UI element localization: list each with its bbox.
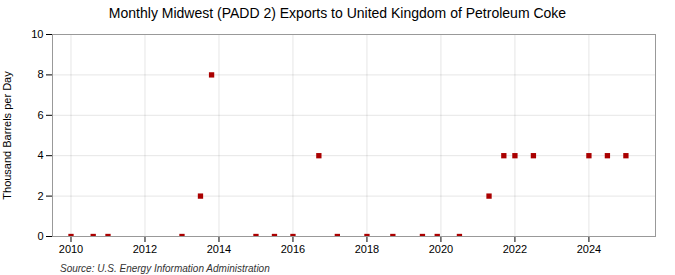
svg-text:2020: 2020 xyxy=(429,243,453,255)
svg-text:2010: 2010 xyxy=(59,243,83,255)
svg-text:0: 0 xyxy=(37,230,43,242)
svg-text:2016: 2016 xyxy=(281,243,305,255)
svg-text:2022: 2022 xyxy=(503,243,527,255)
html-text:Monthly Midwest (PADD 2) Expor: Monthly Midwest (PADD 2) Exports to Unit… xyxy=(108,5,567,21)
svg-text:2018: 2018 xyxy=(355,243,379,255)
svg-text:8: 8 xyxy=(37,68,43,80)
svg-text:2: 2 xyxy=(37,190,43,202)
html-text:Source: U.S. Energy Informatio: Source: U.S. Energy Information Administ… xyxy=(60,263,270,274)
svg-text:4: 4 xyxy=(37,149,43,161)
svg-text:10: 10 xyxy=(31,28,43,40)
svg-text:2012: 2012 xyxy=(133,243,157,255)
svg-text:6: 6 xyxy=(37,109,43,121)
svg-text:2014: 2014 xyxy=(207,243,231,255)
svg-text:Thousand Barrels per Day: Thousand Barrels per Day xyxy=(1,71,13,200)
svg-text:2024: 2024 xyxy=(577,243,601,255)
